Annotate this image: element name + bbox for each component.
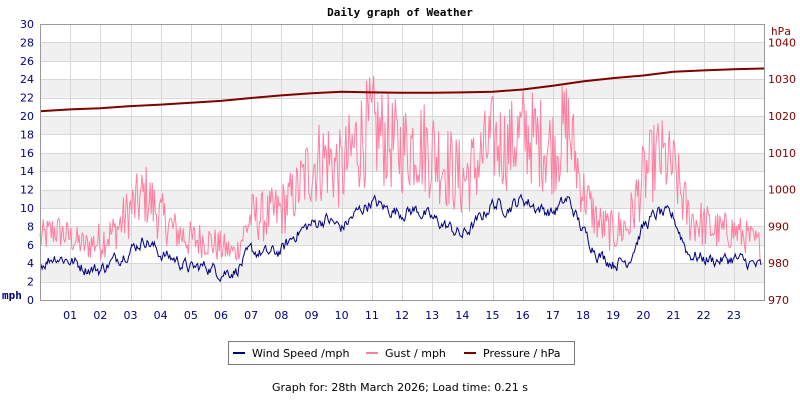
right-tick-label: 1040 [768,36,796,49]
left-tick-label: 28 [20,36,34,49]
x-axis-ticks: 01 02 03 04 05 06 07 08 09 10 11 12 13 14 15 16 17 18 19 20… [63,309,741,322]
legend-item-pressure: Pressure / hPa [464,347,561,360]
left-tick-label: 30 [20,18,34,31]
x-tick-label: 23 [727,309,741,322]
legend-item-gust: Gust / mph [366,347,446,360]
x-tick-label: 07 [244,309,258,322]
left-tick-label: 20 [20,110,34,123]
right-tick-label: 980 [768,257,789,270]
x-tick-label: 06 [214,309,228,322]
x-tick-label: 12 [395,309,409,322]
left-tick-label: 2 [27,276,34,289]
left-tick-label: 22 [20,92,34,105]
x-tick-label: 15 [486,309,500,322]
x-tick-label: 19 [606,309,620,322]
pressure-line [39,67,765,113]
legend-swatch-gust [366,352,378,354]
left-tick-label: 4 [27,257,34,270]
x-tick-label: 22 [697,309,711,322]
right-tick-label: 970 [768,294,789,307]
right-tick-label: 1020 [768,110,796,123]
left-tick-label: 16 [20,147,34,160]
gust-line [39,76,762,261]
x-tick-label: 09 [305,309,319,322]
x-tick-label: 13 [425,309,439,322]
right-tick-label: 1030 [768,73,796,86]
left-tick-label: 26 [20,55,34,68]
right-axis-unit: hPa [771,25,791,38]
legend-label-gust: Gust / mph [385,347,446,360]
x-tick-label: 18 [576,309,590,322]
x-tick-label: 03 [124,309,138,322]
x-tick-label: 21 [667,309,681,322]
left-tick-label: 18 [20,128,34,141]
x-tick-label: 08 [274,309,288,322]
x-tick-label: 17 [546,309,560,322]
legend-label-pressure: Pressure / hPa [483,347,561,360]
left-tick-label: 6 [27,239,34,252]
left-tick-label: 8 [27,220,34,233]
legend-swatch-pressure [464,352,476,354]
chart-title: Daily graph of Weather [327,6,473,19]
pressure-series [39,67,765,113]
left-tick-label: 14 [20,165,34,178]
plot-frame [40,24,765,301]
right-tick-label: 990 [768,220,789,233]
chart-legend: Wind Speed /mph Gust / mph Pressure / hP… [228,341,575,365]
x-tick-label: 04 [154,309,168,322]
x-tick-label: 02 [93,309,107,322]
right-tick-label: 1000 [768,184,796,197]
left-axis-unit: mph [2,289,22,302]
wind-line [39,193,762,283]
graph-footer: Graph for: 28th March 2026; Load time: 0… [271,381,529,394]
x-tick-label: 10 [335,309,349,322]
right-tick-label: 1010 [768,147,796,160]
gust-series [39,76,762,261]
left-tick-label: 12 [20,184,34,197]
left-tick-label: 10 [20,202,34,215]
x-tick-label: 16 [516,309,530,322]
left-tick-label: 24 [20,73,34,86]
x-tick-label: 05 [184,309,198,322]
left-tick-label: 0 [27,294,34,307]
legend-item-wind: Wind Speed /mph [233,347,350,360]
wind-series [39,193,762,283]
right-axis-ticks: 970 980 990 1000 1010 1020 1030 1040 [768,36,796,307]
x-tick-label: 14 [455,309,469,322]
legend-swatch-wind [233,352,245,354]
x-tick-label: 11 [365,309,379,322]
x-tick-label: 20 [636,309,650,322]
legend-label-wind: Wind Speed /mph [252,347,350,360]
x-tick-label: 01 [63,309,77,322]
